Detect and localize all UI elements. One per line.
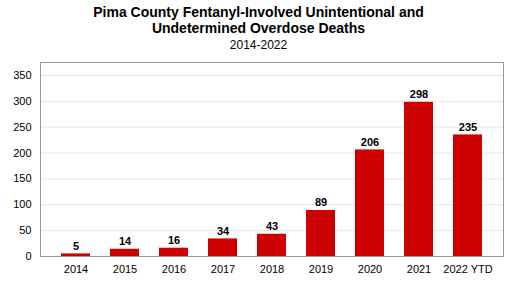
svg-text:2014: 2014 bbox=[64, 263, 88, 275]
svg-text:5: 5 bbox=[73, 240, 79, 252]
svg-text:89: 89 bbox=[315, 196, 327, 208]
svg-text:250: 250 bbox=[13, 121, 31, 133]
svg-text:200: 200 bbox=[13, 147, 31, 159]
svg-text:2019: 2019 bbox=[309, 263, 333, 275]
html-text:2014-2022: 2014-2022 bbox=[229, 38, 288, 52]
svg-text:2021: 2021 bbox=[407, 263, 431, 275]
svg-text:43: 43 bbox=[266, 220, 278, 232]
svg-text:2015: 2015 bbox=[113, 263, 137, 275]
svg-text:0: 0 bbox=[25, 250, 31, 262]
svg-text:298: 298 bbox=[410, 88, 428, 100]
svg-text:2022 YTD: 2022 YTD bbox=[443, 263, 492, 275]
svg-text:2016: 2016 bbox=[162, 263, 186, 275]
svg-text:16: 16 bbox=[168, 234, 180, 246]
svg-text:206: 206 bbox=[361, 136, 379, 148]
html-text:Undetermined Overdose Deaths: Undetermined Overdose Deaths bbox=[151, 20, 366, 36]
svg-text:2017: 2017 bbox=[211, 263, 235, 275]
svg-text:14: 14 bbox=[119, 235, 132, 247]
svg-text:150: 150 bbox=[13, 172, 31, 184]
svg-text:100: 100 bbox=[13, 198, 31, 210]
html-text:Pima County Fentanyl-Involved: Pima County Fentanyl-Involved Unintentio… bbox=[93, 4, 424, 20]
svg-text:350: 350 bbox=[13, 69, 31, 81]
svg-text:34: 34 bbox=[217, 225, 230, 237]
svg-text:2020: 2020 bbox=[358, 263, 382, 275]
svg-text:235: 235 bbox=[459, 121, 477, 133]
svg-text:300: 300 bbox=[13, 95, 31, 107]
svg-text:2018: 2018 bbox=[260, 263, 284, 275]
svg-text:50: 50 bbox=[19, 224, 31, 236]
